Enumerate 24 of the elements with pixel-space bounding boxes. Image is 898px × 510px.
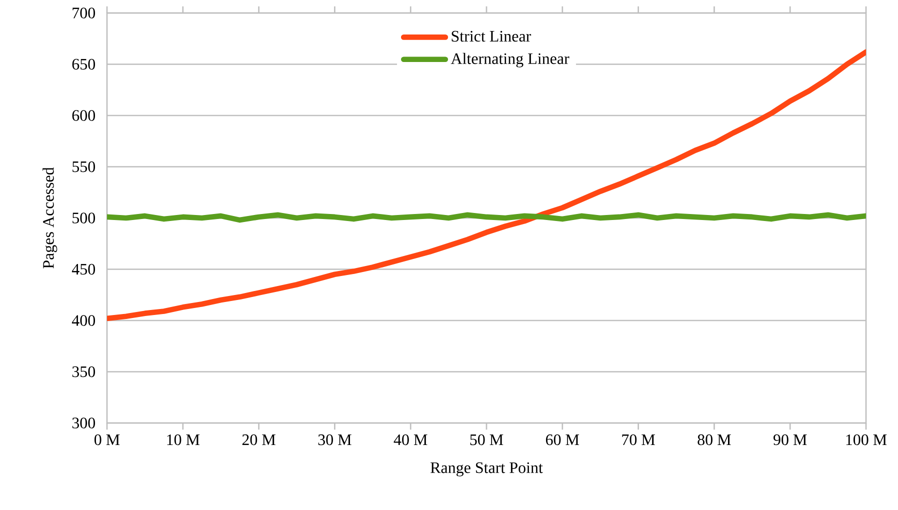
y-tick-label: 650	[72, 58, 96, 70]
x-tick-label: 100 M	[846, 434, 887, 446]
y-tick-label: 700	[72, 8, 96, 18]
x-tick-label: 70 M	[622, 434, 655, 446]
y-tick-label: 550	[72, 161, 96, 172]
x-axis-title: Range Start Point	[430, 462, 543, 476]
x-tick-label: 50 M	[470, 434, 504, 446]
x-tick-label: 20 M	[242, 434, 276, 446]
y-tick-label: 600	[72, 110, 96, 121]
legend-label: Alternating Linear	[450, 52, 570, 68]
x-tick-label: 40 M	[394, 434, 428, 446]
legend-label: Strict Linear	[452, 30, 532, 42]
x-tick-label: 30 M	[318, 434, 352, 446]
y-tick-label: 350	[72, 366, 96, 378]
x-tick-label: 90 M	[774, 434, 807, 446]
y-tick-label: 450	[72, 264, 96, 275]
y-tick-label: 300	[72, 418, 96, 428]
x-tick-label: 60 M	[546, 434, 580, 446]
x-tick-label: 0 M	[94, 434, 120, 446]
y-tick-label: 400	[72, 315, 96, 326]
y-tick-label: 500	[72, 212, 96, 224]
x-tick-label: 80 M	[698, 434, 731, 446]
x-tick-label: 10 M	[167, 434, 200, 446]
y-axis-title: Pages Accessed	[42, 167, 58, 268]
